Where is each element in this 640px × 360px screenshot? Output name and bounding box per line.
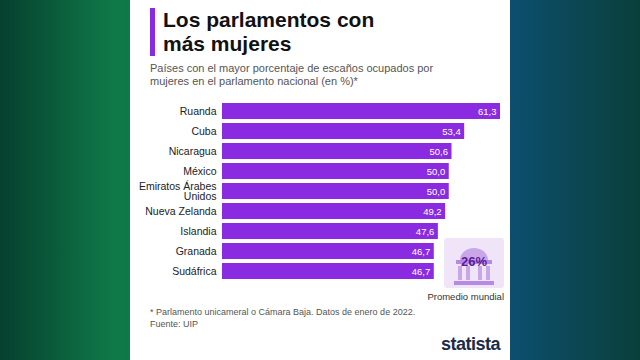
svg-text:46,7: 46,7 bbox=[412, 246, 431, 257]
svg-text:53,4: 53,4 bbox=[442, 126, 461, 137]
svg-text:Cuba: Cuba bbox=[191, 125, 216, 137]
html-text:Los parlamentos con más mujere: Los parlamentos con más mujeres bbox=[163, 8, 375, 55]
svg-text:61,3: 61,3 bbox=[478, 106, 497, 117]
svg-text:Sudáfrica: Sudáfrica bbox=[172, 265, 217, 277]
svg-text:46,7: 46,7 bbox=[412, 266, 431, 277]
html-text:Países con el mayor porcentaje: Países con el mayor porcentaje de escaño… bbox=[150, 62, 434, 87]
svg-text:Granada: Granada bbox=[176, 245, 217, 257]
svg-text:50,0: 50,0 bbox=[427, 166, 446, 177]
svg-text:50,0: 50,0 bbox=[427, 186, 446, 197]
html-text:statista: statista bbox=[441, 334, 500, 354]
svg-text:Nicaragua: Nicaragua bbox=[169, 145, 217, 157]
html-text:Fuente: UIP: Fuente: UIP bbox=[150, 319, 198, 329]
svg-text:México: México bbox=[183, 165, 216, 177]
svg-text:50,6: 50,6 bbox=[429, 146, 448, 157]
svg-text:49,2: 49,2 bbox=[423, 206, 442, 217]
svg-text:Islandia: Islandia bbox=[180, 225, 216, 237]
svg-text:Ruanda: Ruanda bbox=[180, 105, 217, 117]
html-text:* Parlamento unicameral o Cáma: * Parlamento unicameral o Cámara Baja. D… bbox=[150, 307, 416, 317]
html-text:26%: 26% bbox=[461, 254, 487, 269]
html-text:Promedio mundial: Promedio mundial bbox=[427, 291, 504, 302]
svg-text:Nueva Zelanda: Nueva Zelanda bbox=[145, 205, 216, 217]
svg-text:47,6: 47,6 bbox=[416, 226, 435, 237]
svg-text:Emiratos ÁrabesUnidos: Emiratos ÁrabesUnidos bbox=[139, 180, 217, 203]
